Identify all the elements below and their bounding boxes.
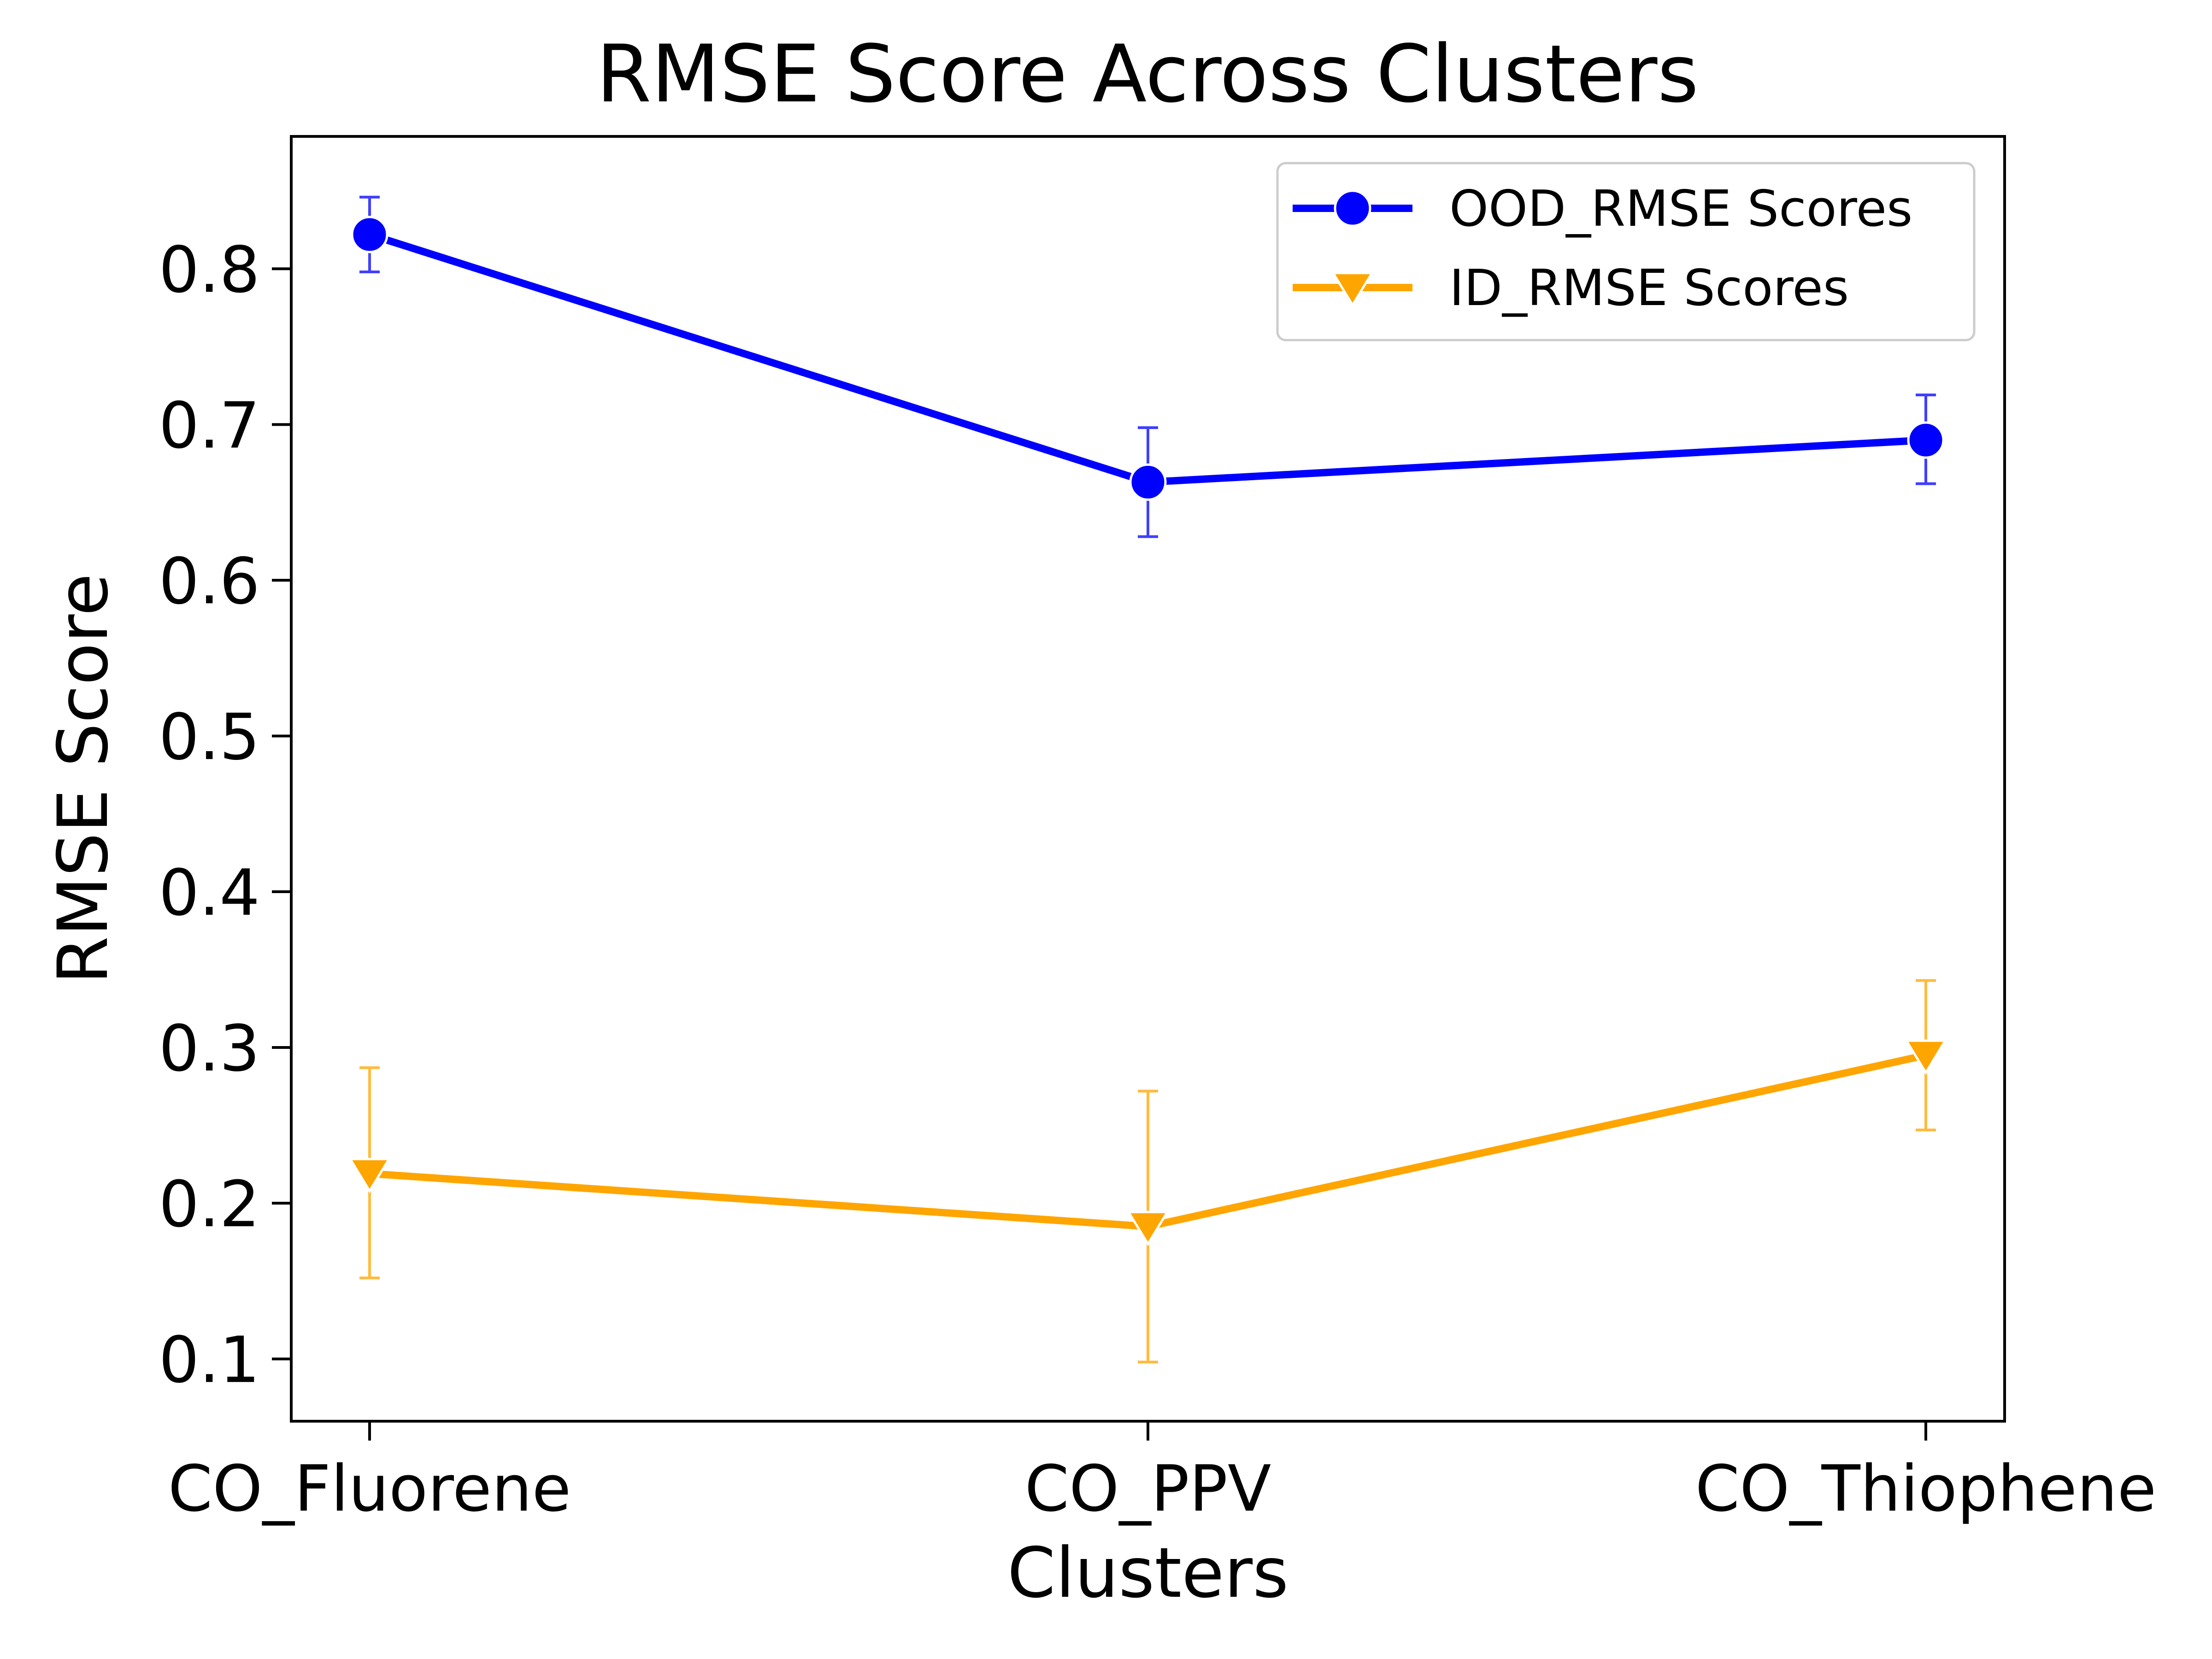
- data-point: [348, 1158, 391, 1194]
- y-axis-label: RMSE Score: [43, 573, 124, 984]
- legend-items: OOD_RMSE Scores ID_RMSE Scores: [1293, 180, 1912, 317]
- y-tick-label: 0.1: [159, 1323, 260, 1397]
- data-point: [351, 216, 388, 253]
- legend-frame: [1276, 162, 1976, 341]
- data-point: [1904, 1039, 1947, 1075]
- y-tick-label: 0.6: [159, 544, 260, 618]
- x-tick-label: CO_Fluorene: [168, 1452, 571, 1526]
- legend-entry: OOD_RMSE Scores: [1293, 180, 1912, 238]
- x-axis-label: Clusters: [1007, 1533, 1289, 1613]
- legend-entry: ID_RMSE Scores: [1293, 259, 1849, 317]
- legend: OOD_RMSE Scores ID_RMSE Scores: [1276, 162, 1976, 341]
- y-tick-label: 0.8: [159, 233, 260, 307]
- chart-title: RMSE Score Across Clusters: [596, 28, 1699, 120]
- data-point: [1129, 463, 1167, 501]
- x-tick-label: CO_PPV: [1025, 1452, 1271, 1526]
- y-tick-label: 0.2: [159, 1167, 260, 1241]
- data-point: [1907, 421, 1945, 459]
- series-ood-rmse: [351, 195, 1945, 538]
- x-tick-label: CO_Thiophene: [1695, 1452, 2157, 1526]
- legend-label: OOD_RMSE Scores: [1449, 180, 1912, 238]
- y-tick-label: 0.7: [159, 388, 260, 463]
- legend-marker: [1334, 189, 1371, 227]
- y-tick-label: 0.5: [159, 700, 260, 774]
- legend-label: ID_RMSE Scores: [1449, 259, 1849, 317]
- data-point: [1126, 1211, 1170, 1247]
- legend-marker: [1331, 272, 1374, 307]
- series-id-rmse: [348, 979, 1947, 1364]
- y-tick-label: 0.3: [159, 1012, 260, 1086]
- axes-layer: 0.1 0.2 0.3 0.4 0.5 0.6 0.7 0.8 CO_Fluorene CO_PP…: [159, 233, 2157, 1526]
- y-tick-label: 0.4: [159, 856, 260, 930]
- plot-layer: [348, 195, 1947, 1364]
